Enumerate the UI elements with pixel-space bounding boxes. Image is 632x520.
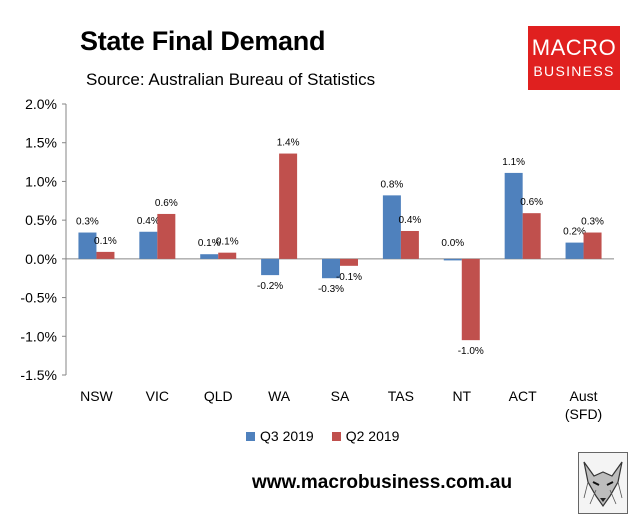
data-label: 0.6% [520,197,543,208]
x-category-label: ACT [509,388,537,404]
y-tick-label: -1.5% [20,367,57,383]
x-category-label: NSW [80,388,113,404]
x-category-label: TAS [388,388,414,404]
bar-q2 [157,213,176,259]
y-tick-label: 2.0% [25,96,57,112]
bar-q3 [78,232,97,259]
data-label: 0.8% [380,179,403,190]
x-category-label: VIC [146,388,169,404]
bar-q2 [279,153,298,259]
bar-q3 [261,258,280,276]
bar-q2 [340,258,358,266]
data-label: 0.1% [216,237,239,248]
bar-q3 [565,242,584,259]
y-tick-label: 1.5% [25,135,57,151]
legend-label-q3: Q3 2019 [260,428,314,444]
bar-q2 [96,251,115,259]
data-label: -0.1% [336,272,362,283]
data-label: 0.4% [398,215,421,226]
data-label: -0.2% [257,281,283,292]
data-label: 0.1% [94,236,117,247]
fox-logo-icon [578,452,628,514]
legend-item-q2: Q2 2019 [331,428,400,444]
macrobusiness-logo: MACRO BUSINESS [528,26,620,90]
bar-q3 [322,258,340,279]
data-label: 0.2% [563,227,586,238]
data-label: 0.3% [76,217,99,228]
bar-q2 [583,232,602,259]
data-label: 0.1% [198,238,221,249]
chart-legend: Q3 2019 Q2 2019 [246,428,399,444]
chart-subtitle: Source: Australian Bureau of Statistics [86,70,376,89]
bar-q2 [461,258,480,341]
legend-label-q2: Q2 2019 [345,428,400,444]
y-tick-label: -1.0% [20,328,57,344]
legend-swatch-q2 [331,431,341,441]
x-category-label: WA [268,388,291,404]
x-category-label: (SFD) [565,406,602,422]
chart-title: State Final Demand [80,26,326,56]
y-tick-label: 0.5% [25,212,57,228]
x-category-label: SA [331,388,350,404]
x-category-label: QLD [204,388,233,404]
data-label: -1.0% [458,346,484,357]
bar-q2 [218,252,237,259]
data-label: 1.4% [277,138,300,149]
bar-q2 [400,230,419,259]
logo-line-2: BUSINESS [533,63,615,79]
bar-q3 [504,172,523,259]
x-category-label: NT [452,388,471,404]
footer-url: www.macrobusiness.com.au [252,472,513,493]
data-label: -0.3% [318,284,344,295]
data-label: 0.4% [137,216,160,227]
y-tick-label: 1.0% [25,173,57,189]
y-tick-label: -0.5% [20,290,57,306]
data-label: 0.0% [441,238,464,249]
bar-q3 [139,231,158,259]
logo-line-1: MACRO [531,35,617,60]
legend-swatch-q3 [246,431,255,441]
data-label: 0.3% [581,217,604,228]
y-tick-label: 0.0% [25,251,57,267]
bar-q3 [200,254,219,259]
bar-q3 [382,195,401,259]
data-label: 1.1% [502,157,525,168]
legend-item-q3: Q3 2019 [246,428,314,444]
x-category-label: Aust [570,388,598,404]
bar-q2 [522,213,541,259]
bar-q3 [443,258,462,261]
data-label: 0.6% [155,198,178,209]
